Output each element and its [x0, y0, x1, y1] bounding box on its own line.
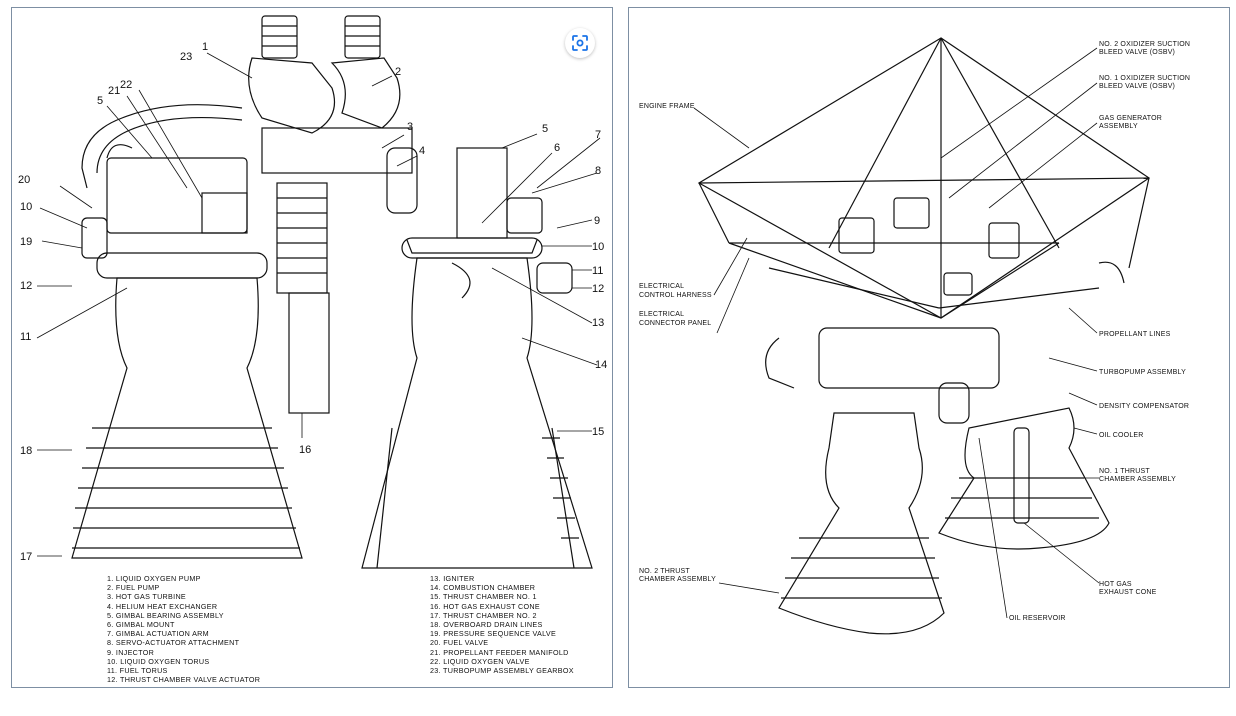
legend-item: 23. TURBOPUMP ASSEMBLY GEARBOX — [430, 666, 574, 676]
label-oil-reservoir: OIL RESERVOIR — [1009, 615, 1066, 622]
callout-13: 13 — [592, 317, 604, 329]
legend-item: 11. FUEL TORUS — [107, 666, 168, 676]
legend-item: 20. FUEL VALVE — [430, 638, 489, 648]
callout-22: 22 — [120, 79, 132, 91]
callout-4: 4 — [419, 145, 425, 157]
svg-text:BLEED VALVE (OSBV): BLEED VALVE (OSBV) — [1099, 83, 1175, 90]
legend-item: 3. HOT GAS TURBINE — [107, 592, 187, 602]
label-harness: ELECTRICAL — [639, 283, 684, 290]
label-thrust-2: NO. 2 THRUST — [639, 568, 690, 575]
svg-text:BLEED VALVE (OSBV): BLEED VALVE (OSBV) — [1099, 49, 1175, 56]
callout-16: 16 — [299, 444, 311, 456]
callout-18: 18 — [20, 445, 32, 457]
label-density-compensator: DENSITY COMPENSATOR — [1099, 403, 1189, 410]
label-ox-bleed-2: NO. 2 OXIDIZER SUCTION — [1099, 41, 1190, 48]
legend-item: 22. LIQUID OXYGEN VALVE — [430, 656, 530, 666]
svg-text:CHAMBER ASSEMBLY: CHAMBER ASSEMBLY — [1099, 476, 1176, 483]
legend-right: 13. IGNITER 14. COMBUSTION CHAMBER 15. T… — [430, 574, 574, 675]
svg-text:CONTROL HARNESS: CONTROL HARNESS — [639, 292, 712, 299]
svg-text:CHAMBER ASSEMBLY: CHAMBER ASSEMBLY — [639, 576, 716, 583]
camera-lens-icon — [572, 35, 588, 51]
callout-10: 10 — [20, 201, 32, 213]
legend-item: 2. FUEL PUMP — [107, 583, 160, 593]
legend-item: 5. GIMBAL BEARING ASSEMBLY — [107, 610, 224, 620]
engine-cutaway-drawing: 1 2 3 4 5 5 6 7 8 9 10 10 11 11 12 12 13… — [18, 15, 607, 569]
label-thrust-1: NO. 1 THRUST — [1099, 468, 1150, 475]
callout-11b: 11 — [592, 265, 603, 277]
callout-7: 7 — [595, 129, 601, 141]
label-gas-generator: GAS GENERATOR — [1099, 115, 1162, 122]
legend-left: 1. LIQUID OXYGEN PUMP 2. FUEL PUMP 3. HO… — [107, 574, 260, 684]
label-turbopump: TURBOPUMP ASSEMBLY — [1099, 369, 1186, 376]
callout-21: 21 — [108, 85, 120, 97]
callout-11: 11 — [20, 331, 31, 343]
callout-3: 3 — [407, 121, 413, 133]
legend-item: 4. HELIUM HEAT EXCHANGER — [107, 601, 218, 611]
legend-item: 16. HOT GAS EXHAUST CONE — [430, 601, 540, 611]
callout-6: 6 — [554, 142, 560, 154]
callout-1: 1 — [202, 41, 208, 53]
callout-2: 2 — [395, 66, 401, 78]
callout-5: 5 — [97, 95, 103, 107]
label-connector-panel: ELECTRICAL — [639, 311, 684, 318]
callout-14: 14 — [595, 359, 607, 371]
callout-9: 9 — [594, 215, 600, 227]
engine-assembly-drawing: NO. 2 OXIDIZER SUCTION BLEED VALVE (OSBV… — [639, 37, 1190, 635]
callout-23: 23 — [180, 51, 192, 63]
legend-item: 18. OVERBOARD DRAIN LINES — [430, 620, 543, 630]
label-propellant-lines: PROPELLANT LINES — [1099, 331, 1171, 338]
legend-item: 7. GIMBAL ACTUATION ARM — [107, 629, 209, 639]
visual-search-button[interactable] — [565, 28, 595, 58]
legend-item: 1. LIQUID OXYGEN PUMP — [107, 574, 201, 583]
callout-12: 12 — [20, 280, 32, 292]
legend-item: 9. INJECTOR — [107, 647, 155, 657]
svg-text:CONNECTOR PANEL: CONNECTOR PANEL — [639, 320, 711, 327]
callout-19: 19 — [20, 236, 32, 248]
label-ox-bleed-1: NO. 1 OXIDIZER SUCTION — [1099, 75, 1190, 82]
callout-8: 8 — [595, 165, 601, 177]
callout-20: 20 — [18, 174, 30, 186]
legend-item: 14. COMBUSTION CHAMBER — [430, 583, 536, 593]
label-engine-frame: ENGINE FRAME — [639, 103, 695, 110]
legend-item: 21. PROPELLANT FEEDER MANIFOLD — [430, 647, 569, 657]
legend-item: 12. THRUST CHAMBER VALVE ACTUATOR — [107, 675, 261, 685]
legend-item: 15. THRUST CHAMBER NO. 1 — [430, 592, 537, 602]
legend-item: 13. IGNITER — [430, 574, 475, 583]
right-image-panel[interactable]: NO. 2 OXIDIZER SUCTION BLEED VALVE (OSBV… — [628, 7, 1230, 688]
legend-item: 6. GIMBAL MOUNT — [107, 620, 175, 630]
legend-item: 19. PRESSURE SEQUENCE VALVE — [430, 629, 557, 639]
svg-text:EXHAUST CONE: EXHAUST CONE — [1099, 589, 1157, 596]
label-hot-gas: HOT GAS — [1099, 581, 1132, 588]
callout-12b: 12 — [592, 283, 604, 295]
left-image-panel[interactable]: 1 2 3 4 5 5 6 7 8 9 10 10 11 11 12 12 13… — [11, 7, 613, 688]
legend-item: 10. LIQUID OXYGEN TORUS — [107, 656, 210, 666]
callout-10b: 10 — [592, 241, 604, 253]
legend-item: 8. SERVO-ACTUATOR ATTACHMENT — [107, 638, 240, 648]
svg-text:ASSEMBLY: ASSEMBLY — [1099, 123, 1138, 130]
callout-5b: 5 — [542, 123, 548, 135]
label-oil-cooler: OIL COOLER — [1099, 432, 1144, 439]
legend-item: 17. THRUST CHAMBER NO. 2 — [430, 610, 537, 620]
callout-15: 15 — [592, 426, 604, 438]
callout-17: 17 — [20, 551, 32, 563]
